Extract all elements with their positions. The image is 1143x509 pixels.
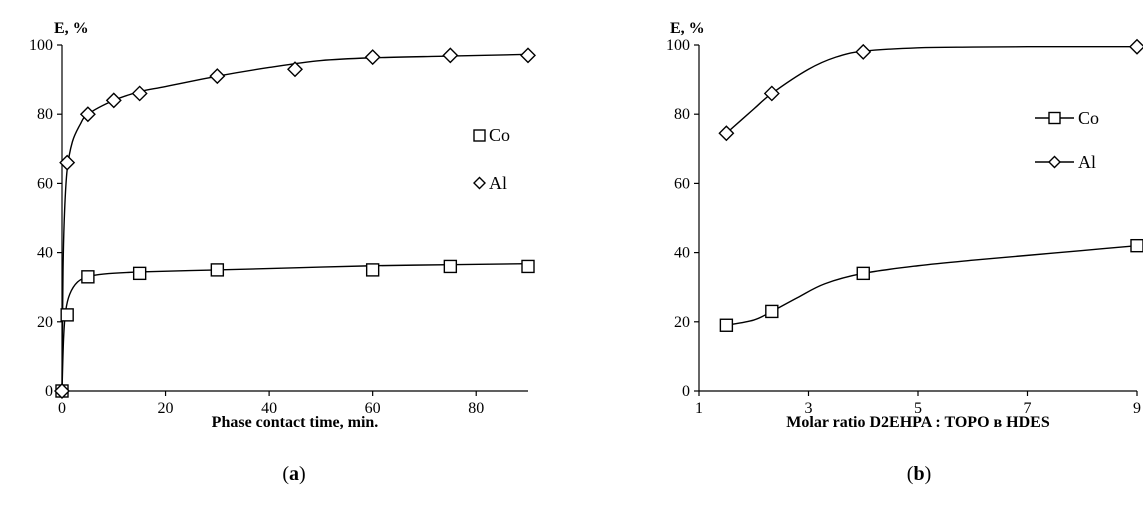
chart-b-y-tick-label: 100 (666, 37, 690, 54)
chart-a-panel-caption: (a) (282, 463, 305, 485)
chart-b-y-tick-label: 0 (682, 383, 690, 400)
chart-a-x-axis-title: Phase contact time, min. (212, 414, 379, 431)
chart-a-legend-co-swatch (474, 130, 485, 141)
chart-b-point-al (856, 45, 870, 59)
chart-b-legend-co-label: Co (1078, 108, 1099, 128)
chart-b-point-al (765, 86, 779, 100)
chart-a-point-co (444, 260, 456, 272)
chart-b-panel-caption: (b) (907, 463, 931, 485)
chart-a-point-co (82, 271, 94, 283)
chart-a-y-tick-label: 40 (37, 245, 53, 262)
chart-a-point-al (107, 93, 121, 107)
chart-b-legend: Co Al (1035, 108, 1099, 172)
chart-a-x-tick-label: 20 (158, 400, 174, 417)
chart-a-legend: Co Al (474, 125, 510, 193)
chart-a-y-axis-title: E, % (54, 20, 89, 37)
chart-b-x-tick-label: 9 (1133, 400, 1141, 417)
chart-a-point-co (367, 264, 379, 276)
chart-b-y-tick-label: 80 (674, 106, 690, 123)
chart-a-point-al (443, 48, 457, 62)
chart-a-point-al (210, 69, 224, 83)
chart-a-point-co (61, 309, 73, 321)
chart-a-y-tick-label: 100 (29, 37, 53, 54)
chart-b-y-tick-label: 40 (674, 245, 690, 262)
chart-a-legend-al-swatch (474, 178, 485, 189)
chart-b-series-co-line (726, 246, 1137, 326)
chart-a-point-co (211, 264, 223, 276)
chart-b-point-co (766, 305, 778, 317)
chart-b-caption-close: ) (925, 463, 932, 485)
chart-a-point-co (134, 267, 146, 279)
chart-a-point-al (366, 50, 380, 64)
chart-a-caption-letter: a (289, 463, 299, 485)
chart-b-y-tick-label: 20 (674, 314, 690, 331)
chart-b-legend-al-swatch (1049, 157, 1060, 168)
chart-a-x-tick-label: 80 (468, 400, 484, 417)
chart-a-caption-close: ) (299, 463, 306, 485)
chart-a-y-tick-label: 80 (37, 106, 53, 123)
chart-b-point-co (1131, 240, 1143, 252)
chart-b-y-tick-label: 60 (674, 175, 690, 192)
chart-b-y-axis-title: E, % (670, 20, 705, 37)
chart-a-series-co-line (62, 264, 528, 391)
chart-a-point-al (133, 86, 147, 100)
chart-a-legend-al-label: Al (489, 173, 507, 193)
chart-b-legend-al-label: Al (1078, 152, 1096, 172)
chart-b-point-co (720, 319, 732, 331)
chart-a-legend-co-label: Co (489, 125, 510, 145)
chart-b-x-axis-title: Molar ratio D2EHPA : TOPO в HDES (786, 414, 1050, 431)
chart-b-legend-co-swatch (1049, 113, 1060, 124)
chart-a-point-co (522, 260, 534, 272)
chart-a-point-al (521, 48, 535, 62)
chart-a-y-tick-label: 20 (37, 314, 53, 331)
chart-a-series-al-line (62, 54, 528, 391)
chart-a-y-tick-label: 0 (45, 383, 53, 400)
chart-a-x-tick-label: 0 (58, 400, 66, 417)
chart-b-point-al (1130, 40, 1143, 54)
chart-b-series-al-line (726, 47, 1137, 134)
chart-b-point-co (857, 267, 869, 279)
chart-a-y-tick-label: 60 (37, 175, 53, 192)
chart-b-x-tick-label: 1 (695, 400, 703, 417)
chart-b-caption-letter: b (913, 463, 924, 485)
